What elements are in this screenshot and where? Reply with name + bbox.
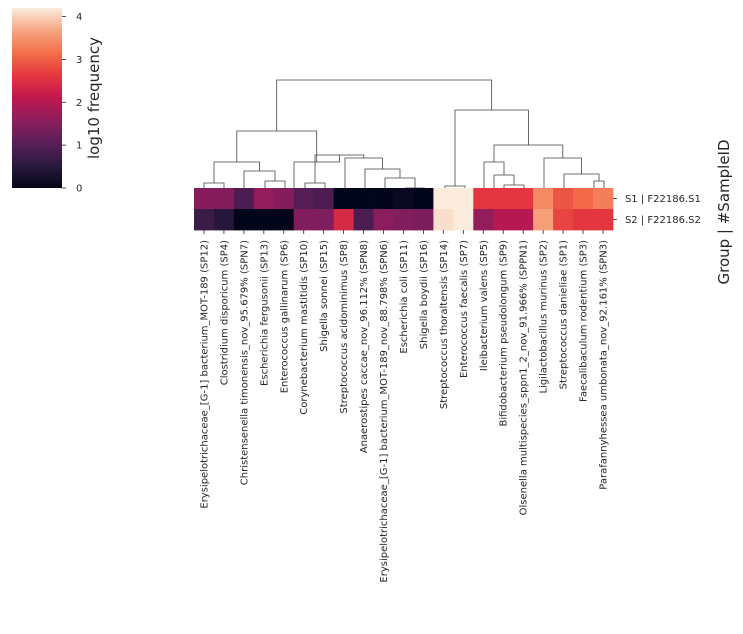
heatmap-cell [194, 209, 215, 231]
heatmap-cell [513, 188, 534, 210]
column-label: Ileibacterium valens (SP5) [479, 240, 490, 371]
heatmap-cell [513, 209, 534, 231]
colorbar-tick-label: 4 [76, 12, 82, 23]
heatmap-cell [573, 209, 594, 231]
column-label: Shigella sonnei (SP15) [319, 240, 330, 352]
column-label: Anaerostipes caccae_nov_96.112% (SPN8) [359, 240, 370, 453]
dendrogram-link [304, 182, 326, 188]
colorbar-tick-label: 2 [76, 98, 82, 109]
heatmap-cell [433, 188, 454, 210]
colorbar-tick-label: 3 [76, 55, 82, 66]
dendrogram-link [444, 185, 466, 188]
heatmap-cell [393, 188, 414, 210]
heatmap-cell [333, 209, 354, 231]
heatmap-cell [573, 188, 594, 210]
heatmap-cell [293, 188, 315, 210]
column-label: Streptococcus danieliae (SP1) [559, 240, 570, 389]
heatmap-cell [593, 209, 614, 231]
colorbar-ticks: 0 1 2 3 4 [62, 12, 82, 195]
heatmap-cell [413, 188, 434, 210]
heatmap-cell [233, 209, 255, 231]
heatmap-cell [533, 209, 554, 231]
heatmap-cell [593, 188, 614, 210]
heatmap-cell [373, 209, 394, 231]
heatmap-cell [533, 188, 554, 210]
heatmap-cell [453, 188, 474, 210]
column-label: Faecalibaculum rodentium (SP3) [579, 240, 590, 402]
column-label: Bifidobacterium pseudolongum (SP9) [499, 240, 510, 427]
dendrogram-link [264, 180, 286, 188]
row-label: S1 | F22186.S1 [625, 194, 701, 205]
heatmap-cell [333, 188, 354, 210]
colorbar-gradient [12, 8, 62, 188]
heatmap-cell [313, 209, 335, 231]
heatmap-cells [194, 188, 614, 231]
dendrogram-link [543, 157, 582, 188]
heatmap-cell [553, 209, 574, 231]
column-label: Erysipelotrichaceae_[G-1] bacterium_MOT-… [379, 240, 390, 583]
dendrogram-link [454, 109, 529, 186]
dendrogram-link [243, 170, 276, 188]
dendrogram-link [493, 144, 564, 162]
heatmap-cell [233, 188, 255, 210]
row-labels: S1 | F22186.S1 S2 | F22186.S2 [612, 194, 701, 226]
column-label: Shigella boydii (SP16) [419, 240, 430, 349]
heatmap-cell [553, 188, 574, 210]
column-dendrogram [203, 79, 605, 189]
colorbar-tick-label: 0 [76, 184, 82, 195]
heatmap-cell [373, 188, 394, 210]
column-label: Escherichia coli (SP11) [399, 240, 410, 354]
heatmap-cell [353, 188, 374, 210]
column-label: Streptococcus thoraltensis (SP14) [439, 240, 450, 409]
heatmap-cell [213, 188, 235, 210]
heatmap-cell [194, 188, 215, 210]
dendrogram-link [503, 184, 525, 188]
heatmap-cell [213, 209, 235, 231]
dendrogram-link [203, 182, 225, 188]
heatmap-cell [493, 209, 514, 231]
dendrogram-link [344, 157, 383, 188]
column-label: Clostridium disporicum (SP4) [219, 240, 230, 385]
heatmap-cell [253, 209, 275, 231]
column-label: Escherichia fergusonii (SP13) [259, 240, 270, 386]
dendrogram-link [236, 130, 318, 162]
heatmap-cell [493, 188, 514, 210]
heatmap-cell [393, 209, 414, 231]
heatmap-cell [253, 188, 275, 210]
heatmap-cell [473, 209, 494, 231]
column-label: Christensenella timonensis_nov_95.679% (… [239, 240, 250, 485]
column-label: Enterococcus faecalis (SP7) [459, 240, 470, 378]
heatmap-cell [433, 209, 454, 231]
heatmap-cell [473, 188, 494, 210]
dendrogram-link [213, 161, 260, 183]
column-label: Erysipelotrichaceae_[G-1] bacterium_MOT-… [199, 240, 210, 509]
heatmap-cell [353, 209, 374, 231]
dendrogram-link [593, 180, 605, 188]
row-label: S2 | F22186.S2 [625, 215, 701, 226]
dendrogram-link [384, 177, 416, 188]
heatmap-cell [453, 209, 474, 231]
colorbar-tick-label: 1 [76, 141, 82, 152]
column-label: Parafannyhessea umbonata_nov_92.161% (SP… [598, 240, 609, 490]
column-label: Olsenella multispecies_sppn1_2_nov_91.96… [519, 240, 530, 515]
heatmap-cell [413, 209, 434, 231]
colorbar-label: log10 frequency [85, 37, 103, 159]
dendrogram-link [276, 79, 493, 131]
dendrogram-link [364, 168, 401, 188]
heatmap-cell [293, 209, 315, 231]
colorbar: 0 1 2 3 4 log10 frequency [12, 8, 103, 195]
heatmap-cell [273, 188, 295, 210]
column-label: Streptococcus acidominimus (SP8) [339, 240, 350, 414]
heatmap-cell [313, 188, 335, 210]
column-label: Corynebacterium mastitidis (SP10) [299, 240, 310, 415]
column-label: Ligilactobacillus murinus (SP2) [539, 240, 550, 394]
column-label: Enterococcus gallinarum (SP6) [279, 240, 290, 393]
column-labels: Erysipelotrichaceae_[G-1] bacterium_MOT-… [199, 230, 609, 583]
heatmap-cell [273, 209, 295, 231]
y-axis-title: Group | #SampleID [715, 139, 733, 284]
